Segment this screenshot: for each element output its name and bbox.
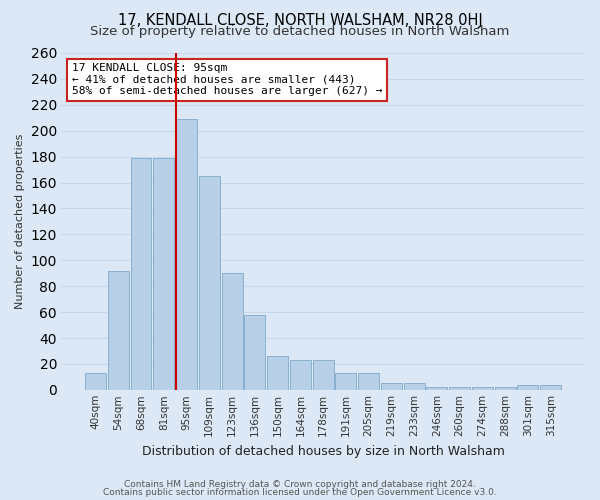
- Bar: [472, 388, 493, 390]
- Bar: [449, 388, 470, 390]
- Bar: [427, 388, 448, 390]
- Bar: [290, 360, 311, 390]
- Bar: [381, 384, 402, 390]
- Text: 17 KENDALL CLOSE: 95sqm
← 41% of detached houses are smaller (443)
58% of semi-d: 17 KENDALL CLOSE: 95sqm ← 41% of detache…: [71, 63, 382, 96]
- Bar: [358, 373, 379, 390]
- Text: Size of property relative to detached houses in North Walsham: Size of property relative to detached ho…: [91, 25, 509, 38]
- Bar: [244, 314, 265, 390]
- Bar: [221, 274, 242, 390]
- Bar: [335, 373, 356, 390]
- Bar: [267, 356, 288, 390]
- Bar: [517, 384, 538, 390]
- Bar: [85, 373, 106, 390]
- Bar: [495, 388, 515, 390]
- Bar: [108, 270, 129, 390]
- Text: Contains HM Land Registry data © Crown copyright and database right 2024.: Contains HM Land Registry data © Crown c…: [124, 480, 476, 489]
- Bar: [176, 119, 197, 390]
- Y-axis label: Number of detached properties: Number of detached properties: [15, 134, 25, 309]
- Text: Contains public sector information licensed under the Open Government Licence v3: Contains public sector information licen…: [103, 488, 497, 497]
- Bar: [154, 158, 174, 390]
- Bar: [404, 384, 425, 390]
- X-axis label: Distribution of detached houses by size in North Walsham: Distribution of detached houses by size …: [142, 444, 505, 458]
- Bar: [540, 384, 561, 390]
- Text: 17, KENDALL CLOSE, NORTH WALSHAM, NR28 0HJ: 17, KENDALL CLOSE, NORTH WALSHAM, NR28 0…: [118, 12, 482, 28]
- Bar: [313, 360, 334, 390]
- Bar: [131, 158, 151, 390]
- Bar: [199, 176, 220, 390]
